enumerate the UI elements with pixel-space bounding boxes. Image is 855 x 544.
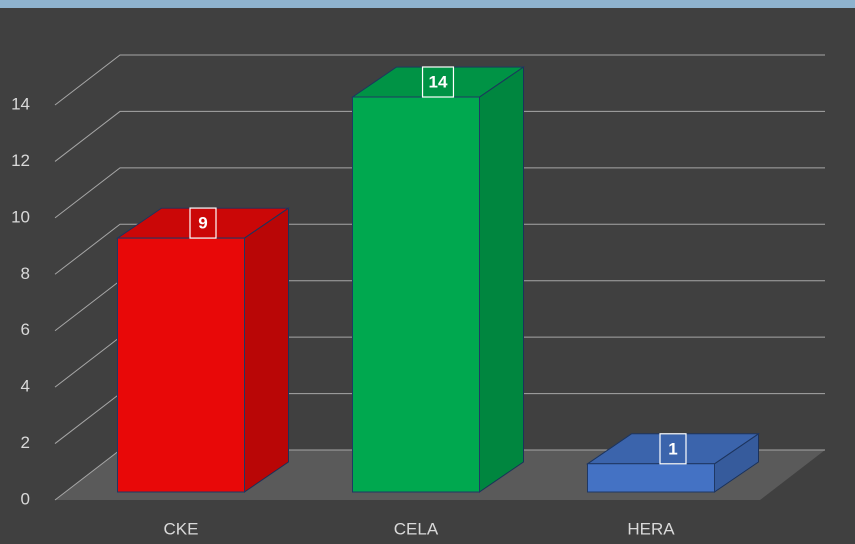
bar-front bbox=[587, 463, 715, 493]
bar-front bbox=[352, 96, 480, 493]
y-tick-label: 4 bbox=[21, 377, 30, 396]
bar-side-shade bbox=[714, 433, 759, 492]
x-tick-label: CKE bbox=[164, 519, 199, 538]
y-tick-label: 10 bbox=[11, 207, 30, 226]
value-label: 1 bbox=[668, 439, 677, 458]
value-label-box bbox=[421, 66, 455, 98]
x-tick-label: CELA bbox=[394, 519, 439, 538]
value-label: 14 bbox=[429, 72, 448, 91]
grid-line bbox=[54, 223, 825, 275]
bar-side-shade bbox=[244, 208, 289, 493]
bar-top-shade bbox=[352, 67, 524, 97]
bar bbox=[585, 432, 761, 493]
grid-line bbox=[54, 54, 825, 106]
value-label-box bbox=[659, 433, 687, 465]
grid-line bbox=[54, 110, 825, 162]
y-tick-label: 14 bbox=[11, 94, 30, 113]
bar bbox=[115, 207, 291, 493]
bar-top-shade bbox=[587, 433, 759, 464]
y-tick-label: 12 bbox=[11, 151, 30, 170]
bar bbox=[350, 66, 526, 493]
y-tick-label: 0 bbox=[21, 489, 30, 508]
grid-line bbox=[54, 167, 825, 219]
x-tick-label: HERA bbox=[627, 519, 675, 538]
bar-top-shade bbox=[117, 208, 289, 239]
value-label-box bbox=[189, 207, 217, 239]
bar-side-shade bbox=[479, 67, 524, 492]
bar-front bbox=[117, 237, 245, 493]
value-label: 9 bbox=[198, 214, 207, 233]
y-tick-label: 8 bbox=[21, 264, 30, 283]
top-strip bbox=[0, 0, 855, 8]
y-tick-label: 2 bbox=[21, 433, 30, 452]
y-tick-label: 6 bbox=[21, 320, 30, 339]
